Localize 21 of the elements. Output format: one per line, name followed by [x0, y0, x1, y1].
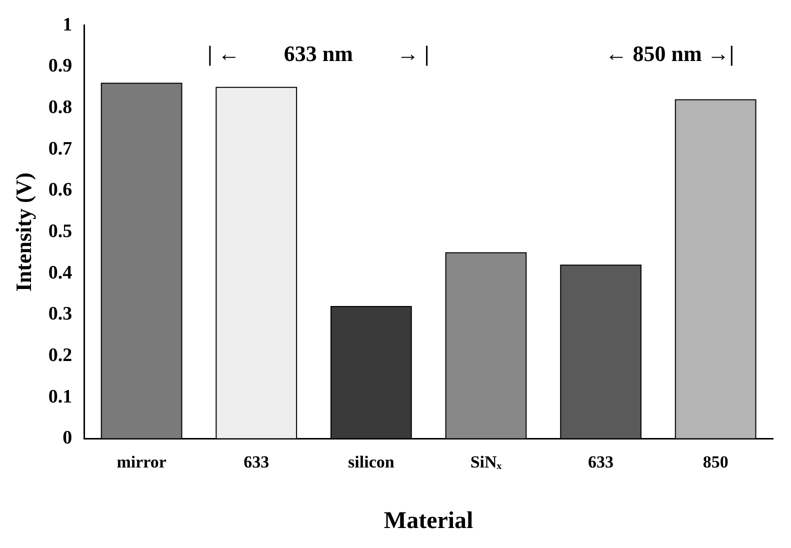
y-tick-label: 0: [62, 428, 72, 449]
y-tick-label: 0.8: [48, 96, 72, 118]
annotation: | ← 633 nm → |: [207, 41, 430, 66]
x-tick-label: 633: [244, 452, 270, 472]
y-axis-title: Intensity (V): [10, 172, 36, 292]
x-tick-label: 633: [588, 452, 614, 472]
x-axis-title: Material: [384, 508, 474, 534]
annotation: ← 850 nm →|: [605, 41, 734, 66]
y-tick-label: 0.2: [48, 345, 72, 366]
y-tick-label: 0.9: [48, 56, 72, 77]
y-tick-label: 0.7: [48, 138, 73, 160]
x-tick-label: 850: [702, 452, 728, 472]
y-tick-label: 0.4: [48, 262, 73, 284]
y-tick-label: 0.3: [48, 304, 72, 325]
y-tick-label: 0.6: [48, 180, 72, 201]
x-tick-label: mirror: [116, 452, 167, 472]
y-tick-label: 0.5: [48, 221, 72, 242]
y-tick-label: 1: [62, 14, 72, 36]
y-tick-label: 0.1: [48, 386, 72, 408]
x-tick-label: silicon: [348, 452, 395, 472]
x-tick-label: SiNₓ: [470, 452, 502, 472]
